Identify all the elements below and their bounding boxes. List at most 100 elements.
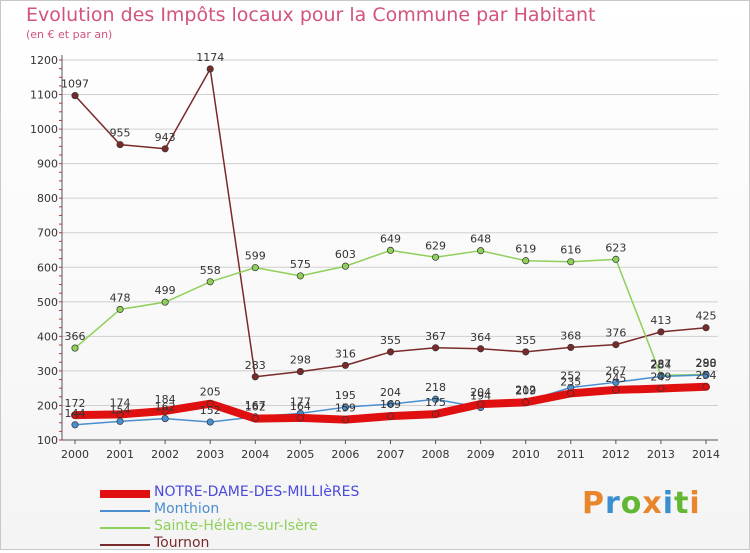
data-point xyxy=(341,262,349,270)
x-tick-label: 2012 xyxy=(602,448,630,461)
data-label: 368 xyxy=(560,329,581,342)
data-point xyxy=(251,264,259,272)
x-tick-label: 2013 xyxy=(647,448,675,461)
data-label: 252 xyxy=(560,369,581,382)
data-label: 235 xyxy=(560,375,581,388)
series-line xyxy=(74,249,707,377)
data-point xyxy=(386,412,395,420)
y-tick-label: 1000 xyxy=(30,123,58,136)
data-point xyxy=(206,278,214,286)
data-label: 955 xyxy=(110,127,131,140)
y-tick-label: 1100 xyxy=(30,89,58,102)
data-label: 558 xyxy=(200,264,221,277)
data-label: 1097 xyxy=(61,78,89,91)
data-label: 175 xyxy=(425,396,446,409)
data-point xyxy=(612,378,620,386)
data-point xyxy=(161,145,169,153)
logo-letter: o xyxy=(620,486,643,521)
data-label: 154 xyxy=(110,403,131,416)
x-tick-label: 2006 xyxy=(331,448,359,461)
x-tick-label: 2014 xyxy=(692,448,720,461)
data-point xyxy=(296,272,304,280)
data-point xyxy=(657,328,665,336)
data-point xyxy=(161,415,169,423)
chart-subtitle: (en € et par an) xyxy=(26,28,113,41)
data-point xyxy=(206,400,214,408)
data-label: 195 xyxy=(335,389,356,402)
y-tick-label: 400 xyxy=(37,330,58,343)
data-point xyxy=(386,400,395,408)
data-point xyxy=(341,361,349,369)
data-label: 298 xyxy=(290,354,311,367)
data-point xyxy=(567,343,575,351)
data-label: 629 xyxy=(425,239,446,252)
data-label: 218 xyxy=(425,381,446,394)
data-point xyxy=(71,344,79,352)
data-point xyxy=(116,305,124,313)
x-tick-label: 2011 xyxy=(557,448,585,461)
data-point xyxy=(71,411,79,419)
legend-swatch xyxy=(100,527,150,529)
y-tick-label: 700 xyxy=(37,227,58,240)
y-tick-label: 300 xyxy=(37,365,58,378)
data-point xyxy=(657,372,665,380)
data-label: 283 xyxy=(245,359,266,372)
data-label: 413 xyxy=(650,314,671,327)
data-label: 376 xyxy=(605,327,626,340)
data-label: 194 xyxy=(470,390,491,403)
data-label: 603 xyxy=(335,248,356,261)
data-point xyxy=(657,384,665,393)
data-label: 364 xyxy=(470,331,491,344)
data-point xyxy=(612,255,620,263)
data-label: 209 xyxy=(515,384,536,397)
data-label: 599 xyxy=(245,250,266,263)
data-label: 184 xyxy=(155,393,176,406)
data-label: 249 xyxy=(650,371,671,384)
data-label: 254 xyxy=(696,369,717,382)
data-label: 205 xyxy=(200,386,221,399)
data-label: 169 xyxy=(380,398,401,411)
data-point xyxy=(296,368,304,376)
data-label: 1174 xyxy=(196,51,224,64)
data-label: 355 xyxy=(380,334,401,347)
logo-letter: x xyxy=(642,486,663,521)
data-point xyxy=(341,403,349,411)
y-tick-label: 500 xyxy=(37,296,58,309)
legend-label: Monthion xyxy=(154,501,220,517)
legend-label: Tournon xyxy=(154,535,210,551)
data-point xyxy=(567,389,575,397)
data-point xyxy=(432,410,440,418)
x-tick-label: 2007 xyxy=(377,448,405,461)
legend-swatch xyxy=(100,544,150,546)
data-point xyxy=(477,345,485,353)
data-point xyxy=(567,258,575,266)
data-label: 649 xyxy=(380,232,401,245)
data-label: 648 xyxy=(470,233,491,246)
data-point xyxy=(702,371,710,379)
data-point xyxy=(71,92,79,100)
data-point xyxy=(612,386,620,394)
x-tick-label: 2008 xyxy=(422,448,450,461)
data-label: 316 xyxy=(335,347,356,360)
data-label: 159 xyxy=(335,402,356,415)
data-label: 174 xyxy=(110,396,131,409)
logo-letter: t xyxy=(674,486,690,521)
data-label: 245 xyxy=(605,372,626,385)
data-label: 616 xyxy=(560,244,581,257)
logo-letter: P xyxy=(582,486,605,521)
data-label: 287 xyxy=(650,357,671,370)
data-label: 619 xyxy=(515,243,536,256)
x-tick-label: 2003 xyxy=(196,448,224,461)
data-point xyxy=(116,141,124,149)
x-tick-label: 2004 xyxy=(241,448,269,461)
data-label: 425 xyxy=(696,310,717,323)
x-tick-label: 2002 xyxy=(151,448,179,461)
logo-letter: i xyxy=(662,486,675,521)
data-label: 164 xyxy=(290,400,311,413)
data-label: 204 xyxy=(470,386,491,399)
data-label: 152 xyxy=(200,404,221,417)
data-point xyxy=(341,416,349,424)
data-point xyxy=(522,398,530,406)
data-point xyxy=(251,373,259,381)
